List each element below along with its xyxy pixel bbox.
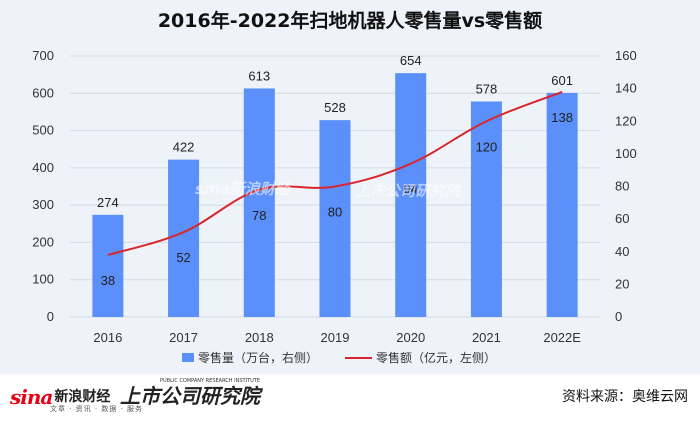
research-institute-english: PUBLIC COMPANY RESEARCH INSTITUTE bbox=[160, 378, 260, 384]
y-left-tick-label: 0 bbox=[47, 309, 54, 324]
y-left-tick-label: 400 bbox=[32, 160, 54, 175]
line-data-label: 94 bbox=[403, 182, 417, 197]
y-right-tick-label: 40 bbox=[615, 244, 629, 259]
bar-data-label: 422 bbox=[173, 140, 195, 155]
footer: sina 新浪财经 文章 · 资讯 · 数据 · 服务 上市公司研究院 PUBL… bbox=[0, 374, 700, 421]
line-data-label: 38 bbox=[101, 273, 115, 288]
y-left-tick-label: 200 bbox=[32, 234, 54, 249]
chart-title: 2016年-2022年扫地机器人零售量vs零售额 bbox=[157, 10, 543, 32]
x-tick-label: 2018 bbox=[245, 330, 274, 345]
y-left-tick-label: 100 bbox=[32, 272, 54, 287]
bar bbox=[92, 214, 124, 317]
x-tick-label: 2017 bbox=[169, 330, 198, 345]
legend-label-line: 零售额（亿元，左侧） bbox=[376, 350, 496, 365]
line-data-label: 138 bbox=[551, 110, 573, 125]
research-institute-name: 上市公司研究院 bbox=[120, 384, 260, 408]
x-tick-label: 2016 bbox=[93, 330, 122, 345]
series-line bbox=[107, 90, 563, 256]
legend-swatch-bar bbox=[182, 353, 194, 362]
source-note: 资料来源：奥维云网 bbox=[562, 389, 688, 405]
bar-data-label: 601 bbox=[551, 73, 573, 88]
bar bbox=[546, 92, 578, 317]
y-left-tick-label: 700 bbox=[32, 48, 54, 63]
y-right-tick-label: 140 bbox=[615, 81, 637, 96]
bar bbox=[395, 73, 427, 317]
bar-data-label: 654 bbox=[400, 53, 422, 68]
bar bbox=[319, 120, 351, 317]
sina-logo-subtitle: 文章 · 资讯 · 数据 · 服务 bbox=[50, 405, 144, 413]
bar-data-label: 578 bbox=[476, 81, 498, 96]
line-data-label: 52 bbox=[176, 250, 190, 265]
combo-chart: 0 100 200 300 400 500 600 700 0 20 40 60 80 100 120 140… bbox=[32, 48, 637, 365]
x-tick-label: 2020 bbox=[396, 330, 425, 345]
x-tick-label: 2022E bbox=[543, 330, 581, 345]
y-left-tick-label: 600 bbox=[32, 85, 54, 100]
y-left-tick-label: 300 bbox=[32, 197, 54, 212]
y-right-tick-label: 100 bbox=[615, 146, 637, 161]
bar-data-label: 528 bbox=[324, 100, 346, 115]
sina-logo-text: 新浪财经 bbox=[54, 389, 111, 405]
sina-logo: sina 新浪财经 bbox=[10, 382, 110, 412]
bar bbox=[243, 88, 275, 317]
bar-data-label: 613 bbox=[248, 68, 270, 83]
line-data-label: 80 bbox=[328, 205, 342, 220]
y-left-tick-label: 500 bbox=[32, 123, 54, 138]
y-right-tick-label: 20 bbox=[615, 276, 629, 291]
line-data-label: 120 bbox=[476, 139, 498, 154]
legend-label-bar: 零售量（万台，右侧） bbox=[198, 350, 318, 365]
x-tick-label: 2019 bbox=[321, 330, 350, 345]
y-right-tick-label: 0 bbox=[615, 309, 622, 324]
bar-data-label: 274 bbox=[97, 195, 119, 210]
y-right-tick-label: 160 bbox=[615, 48, 637, 63]
y-right-tick-label: 120 bbox=[615, 113, 637, 128]
sina-logo-word: sina bbox=[10, 385, 53, 409]
research-institute-logo: 上市公司研究院 bbox=[120, 380, 260, 409]
bar bbox=[168, 159, 200, 317]
bar bbox=[470, 101, 502, 317]
y-right-tick-label: 80 bbox=[615, 179, 629, 194]
line-data-label: 78 bbox=[252, 208, 266, 223]
x-tick-label: 2021 bbox=[472, 330, 501, 345]
y-right-tick-label: 60 bbox=[615, 211, 629, 226]
